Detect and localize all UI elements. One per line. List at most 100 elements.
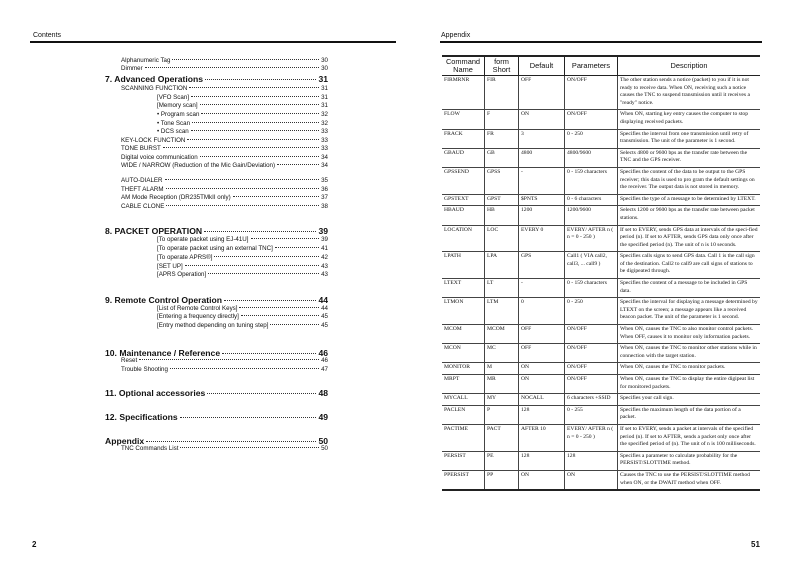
toc-leader-dots [232, 196, 320, 197]
toc-entry[interactable]: Reset 46 [121, 357, 328, 364]
toc-entry[interactable]: • DCS scan 33 [157, 128, 328, 135]
toc-page: 43 [321, 263, 328, 270]
toc-entry[interactable]: 11. Optional accessories 48 [105, 388, 328, 398]
toc-label: [Entry method depending on tuning step] [157, 322, 269, 329]
toc-page: 43 [321, 271, 328, 278]
table-row: MCOM MCOM OFF ON/OFF When ON, causes the TNC… [442, 324, 760, 345]
table-cell: 0 - 6 characters [564, 193, 618, 207]
toc-label: [APRS Operation] [157, 271, 207, 278]
table-cell: If set to EVERY, sends GPS data at inter… [617, 224, 760, 253]
table-cell: 3 [518, 128, 565, 149]
toc-entry[interactable]: [To operate APRS®] 42 [157, 254, 328, 261]
table-row: MRPT MR ON ON/OFF When ON, causes the TNC to… [442, 373, 760, 395]
toc-leader-dots [162, 147, 320, 148]
table-cell: 0 - 159 characters [564, 166, 618, 195]
toc-entry[interactable]: [List of Remote Control Keys] 44 [157, 305, 328, 312]
table-row: PACLEN P 128 0 - 255 Specifies the maximum l… [442, 404, 760, 425]
page-header-contents: Contents [33, 32, 62, 39]
toc-entry[interactable]: TNC Commands List 50 [121, 445, 328, 452]
toc-entry[interactable]: 12. Specifications 49 [105, 412, 328, 422]
table-cell: GPS [518, 251, 565, 280]
toc-entry[interactable]: [Entry method depending on tuning step] 4… [157, 322, 328, 329]
toc-entry[interactable]: [To operate packet using EJ-41U] 39 [157, 236, 328, 243]
table-row: LOCATION LOC EVERY 0 EVERY/ AFTER n ( n = 0… [442, 224, 760, 253]
toc-entry[interactable]: 9. Remote Control Operation 44 [105, 295, 328, 305]
toc-entry[interactable]: AUTO-DIALER 35 [121, 177, 328, 184]
toc-label: Reset [121, 357, 138, 364]
table-cell: When ON, causes the TNC to also monitor … [617, 324, 760, 345]
toc-page: 46 [321, 357, 328, 364]
table-cell: 4800 [518, 147, 565, 168]
table-cell: 0 [518, 297, 565, 326]
toc-page: 33 [321, 128, 328, 135]
toc-page: 50 [321, 445, 328, 452]
toc-entry[interactable]: [Entering a frequency directly] 45 [157, 313, 328, 320]
toc-entry[interactable]: • Tone Scan 32 [157, 120, 328, 127]
toc-label: 7. Advanced Operations [105, 74, 204, 84]
table-cell: GPST [484, 193, 519, 207]
toc-entry[interactable]: [APRS Operation] 43 [157, 271, 328, 278]
toc-leader-dots [239, 307, 320, 308]
toc-entry[interactable]: CABLE CLONE 38 [121, 203, 328, 210]
toc-entry[interactable]: Trouble Shooting 47 [121, 366, 328, 373]
table-row: FRACK FR 3 0 - 250 Specifies the interval fr… [442, 128, 760, 149]
table-cell: GB [484, 147, 519, 168]
toc-entry[interactable]: 7. Advanced Operations 31 [105, 74, 328, 84]
toc-entry[interactable]: AM Mode Reception (DR235TMkII only) 37 [121, 194, 328, 201]
toc-leader-dots [274, 247, 320, 248]
toc-page: 38 [321, 203, 328, 210]
toc-entry[interactable]: 8. PACKET OPERATION 39 [105, 226, 328, 236]
toc-entry[interactable]: SCANNING FUNCTION 31 [121, 85, 328, 92]
table-cell: OFF [518, 343, 565, 364]
table-cell: MC [484, 343, 519, 364]
toc-label: [To operate APRS®] [157, 254, 213, 261]
table-cell: 0 - 159 characters [564, 278, 618, 299]
table-row: MONITOR M ON ON/OFF When ON, causes the TNC … [442, 362, 760, 375]
toc-entry[interactable]: • Program scan 32 [157, 111, 328, 118]
table-row: FIRMRNR FIR OFF ON/OFF The other station sen… [442, 74, 760, 111]
toc-entry[interactable]: [To operate packet using an external TNC… [157, 245, 328, 252]
table-cell: 0 - 250 [564, 297, 618, 326]
toc-page: 31 [321, 85, 328, 92]
table-cell: ON/OFF [564, 109, 618, 130]
toc-page: 45 [321, 313, 328, 320]
toc-label: 12. Specifications [105, 412, 178, 422]
table-cell: Specifies calls signs to send GPS data. … [617, 251, 760, 280]
table-cell: Causes the TNC to use the PERSIST/SLOTTI… [617, 469, 760, 492]
toc-label: [List of Remote Control Keys] [157, 305, 238, 312]
table-cell: 0 - 250 [564, 128, 618, 149]
table-cell: 1200/9600 [564, 205, 618, 226]
table-row: GPSTEXT GPST $PNTS 0 - 6 characters Specifie… [442, 193, 760, 207]
table-row: PACTIME PACT AFTER 10 EVERY/ AFTER n ( n = … [442, 423, 760, 452]
table-cell: HBAUD [442, 205, 485, 226]
toc-label: 11. Optional accessories [105, 388, 206, 398]
header-rule [30, 41, 396, 43]
toc-entry[interactable]: [SET UP] 43 [157, 263, 328, 270]
table-cell: LPATH [442, 251, 485, 280]
table-cell: Selects 1200 or 9600 bps as the transfer… [617, 205, 760, 226]
toc-label: Digital voice communication [121, 154, 198, 161]
toc-page: 41 [321, 245, 328, 252]
toc-leader-dots [190, 130, 320, 131]
toc-entry[interactable]: THEFT ALARM 36 [121, 186, 328, 193]
toc-entry[interactable]: 10. Maintenance / Reference 46 [105, 348, 328, 358]
table-cell: 1200 [518, 205, 565, 226]
toc-entry[interactable]: KEY-LOCK FUNCTION 33 [121, 137, 328, 144]
toc-entry[interactable]: TONE BURST 33 [121, 145, 328, 152]
toc-entry[interactable]: WIDE / NARROW (Reduction of the Mic Gain… [121, 162, 328, 169]
toc-entry[interactable]: Dimmer 30 [121, 65, 328, 72]
toc-entry[interactable]: Alphanumeric Tag 30 [121, 57, 328, 64]
table-cell: LOC [484, 224, 519, 253]
toc-entry[interactable]: [VFO Scan] 31 [157, 94, 328, 101]
table-row: MCON MC OFF ON/OFF When ON, causes the TNC t… [442, 343, 760, 364]
toc-entry[interactable]: Appendix 50 [105, 436, 328, 446]
table-cell: LTEXT [442, 278, 485, 299]
toc-entry[interactable]: Digital voice communication 34 [121, 154, 328, 161]
toc-entry[interactable]: [Memory scan] 31 [157, 102, 328, 109]
toc-leader-dots [201, 113, 320, 114]
table-cell: PPERSIST [442, 469, 485, 492]
toc-label: • Tone Scan [157, 120, 191, 127]
toc-label: WIDE / NARROW (Reduction of the Mic Gain… [121, 162, 276, 169]
table-row: GBAUD GB 4800 4800/9600 Selects 4800 or 9600… [442, 147, 760, 168]
toc-leader-dots [208, 273, 320, 274]
